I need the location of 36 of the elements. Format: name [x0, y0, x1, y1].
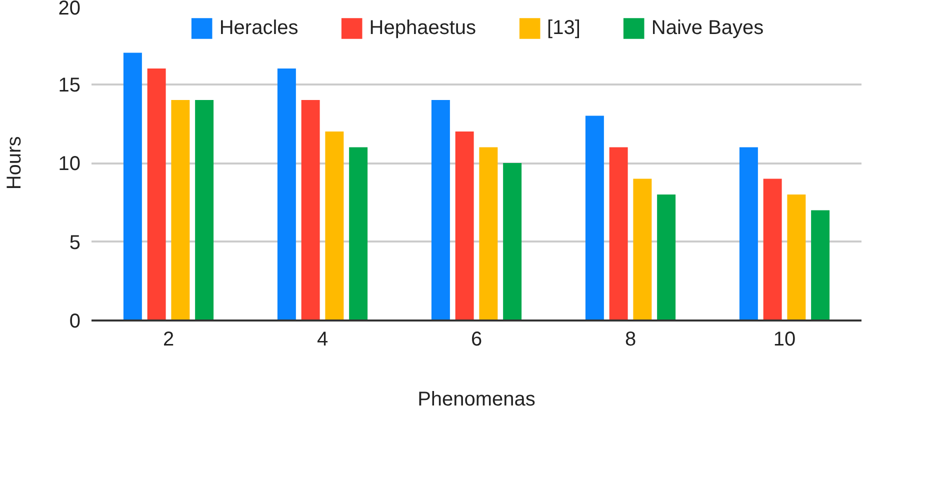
legend-label: Hephaestus: [369, 16, 476, 40]
x-tick-label: 4: [316, 328, 328, 350]
bar: [431, 100, 450, 320]
x-axis-title: Phenomenas: [418, 388, 536, 410]
bar: [657, 194, 676, 320]
bar: [455, 132, 474, 320]
bar: [503, 163, 522, 320]
y-tick-label: 15: [58, 74, 81, 96]
bar: [787, 194, 806, 320]
legend-label: Heracles: [219, 16, 298, 40]
bar: [349, 147, 368, 320]
bar: [763, 178, 782, 320]
x-tick-label: 2: [162, 328, 174, 350]
bar: [301, 100, 320, 320]
y-tick-label: 0: [69, 310, 80, 332]
y-tick-label: 5: [69, 232, 80, 254]
bar: [195, 100, 214, 320]
bar: [739, 147, 758, 320]
bar: [277, 68, 296, 320]
x-tick-label: 6: [470, 328, 482, 350]
x-tick-label: 10: [773, 328, 796, 350]
bar: [123, 52, 142, 320]
bar: [633, 178, 652, 320]
bar: [811, 210, 830, 320]
y-tick-label: 10: [58, 153, 81, 175]
bar: [171, 100, 190, 320]
bar: [325, 132, 344, 320]
legend-label: [13]: [547, 16, 580, 40]
bar: [147, 68, 166, 320]
y-axis-title: Hours: [3, 136, 26, 190]
y-tick-label: 20: [58, 0, 81, 20]
bar: [479, 147, 498, 320]
bar: [609, 147, 628, 320]
legend-label: Naive Bayes: [651, 16, 764, 40]
bar: [585, 116, 604, 320]
x-tick-label: 8: [624, 328, 636, 350]
